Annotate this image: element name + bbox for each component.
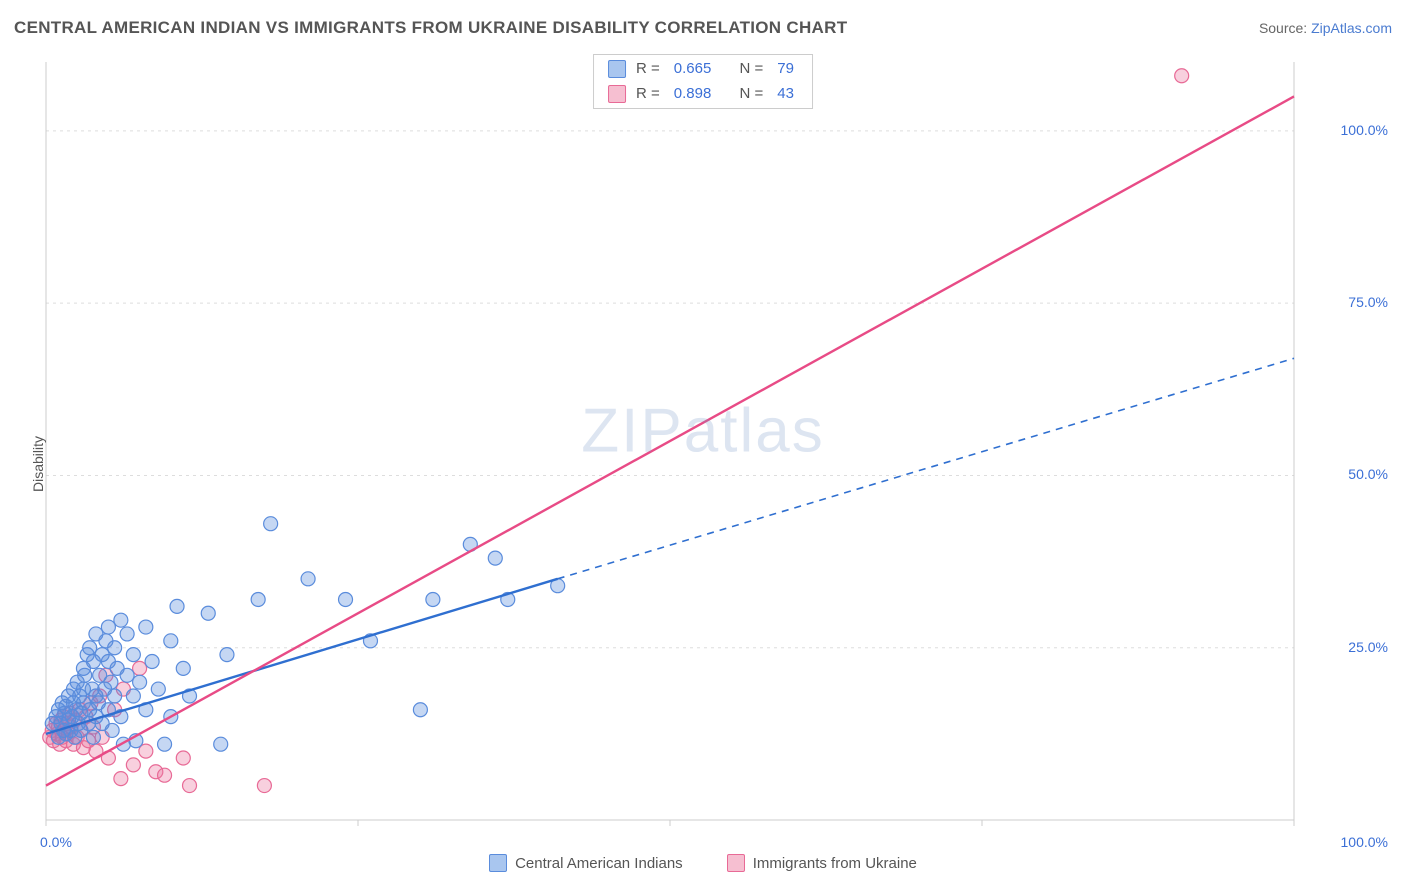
y-tick-label: 75.0%	[1348, 294, 1388, 310]
stats-row-a: R = 0.665 N = 79	[594, 57, 812, 82]
swatch-a-icon	[608, 60, 626, 78]
y-tick-label: 25.0%	[1348, 639, 1388, 655]
R-label: R =	[636, 83, 660, 106]
stats-row-b: R = 0.898 N = 43	[594, 82, 812, 107]
R-value-b: 0.898	[674, 83, 712, 106]
chart-title: CENTRAL AMERICAN INDIAN VS IMMIGRANTS FR…	[14, 18, 847, 38]
legend-item-a: Central American Indians	[489, 854, 683, 872]
chart-header: CENTRAL AMERICAN INDIAN VS IMMIGRANTS FR…	[14, 18, 1392, 38]
source-link[interactable]: ZipAtlas.com	[1311, 20, 1392, 36]
correlation-stats-box: R = 0.665 N = 79 R = 0.898 N = 43	[593, 54, 813, 109]
N-value-a: 79	[777, 58, 794, 81]
legend-item-b: Immigrants from Ukraine	[727, 854, 917, 872]
x-axis-max-label: 100.0%	[1341, 834, 1388, 850]
source-prefix: Source:	[1259, 20, 1311, 36]
x-axis-min-label: 0.0%	[40, 834, 72, 850]
swatch-a-icon	[489, 854, 507, 872]
y-tick-label: 50.0%	[1348, 466, 1388, 482]
scatter-plot	[14, 50, 1360, 860]
series-legend: Central American Indians Immigrants from…	[14, 854, 1392, 872]
N-label: N =	[740, 58, 764, 81]
swatch-b-icon	[608, 85, 626, 103]
R-label: R =	[636, 58, 660, 81]
y-axis-label: Disability	[30, 436, 46, 492]
legend-label-a: Central American Indians	[515, 855, 683, 872]
source-attribution: Source: ZipAtlas.com	[1259, 20, 1392, 36]
swatch-b-icon	[727, 854, 745, 872]
chart-area: Disability ZIPatlas R = 0.665 N = 79 R =…	[14, 50, 1392, 878]
R-value-a: 0.665	[674, 58, 712, 81]
N-label: N =	[740, 83, 764, 106]
y-tick-label: 100.0%	[1341, 122, 1388, 138]
N-value-b: 43	[777, 83, 794, 106]
legend-label-b: Immigrants from Ukraine	[753, 855, 917, 872]
